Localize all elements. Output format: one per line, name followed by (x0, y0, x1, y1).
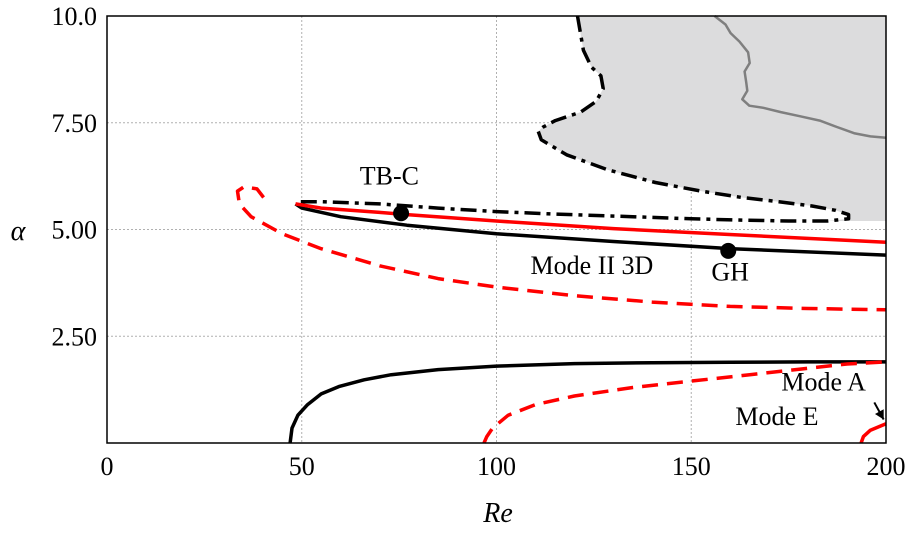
series-line-6 (288, 360, 886, 444)
y-tick-label: 10.0 (52, 2, 98, 31)
series-line-7 (482, 360, 887, 444)
series-line-1 (300, 15, 851, 223)
series-line-3 (294, 202, 887, 257)
bifurcation-point-1 (393, 205, 410, 222)
shaded-region (538, 16, 886, 221)
x-tick-labels: 0 50 100 150 200 (101, 452, 906, 481)
annotation-label: Mode A (781, 367, 866, 396)
annotation-label: GH (711, 258, 749, 287)
y-tick-label: 2.50 (52, 322, 98, 351)
bifurcation-point-2 (720, 242, 737, 259)
x-tick-label: 150 (672, 452, 711, 481)
series-line-4 (295, 202, 887, 245)
y-axis-label: α (11, 216, 27, 247)
unstable-region (538, 16, 886, 221)
x-tick-label: 0 (101, 452, 114, 481)
x-tick-label: 100 (477, 452, 516, 481)
x-tick-label: 50 (289, 452, 315, 481)
annotation-label: Mode E (735, 402, 818, 431)
series-lines (235, 15, 887, 444)
annotation-label: TB-C (360, 162, 419, 191)
annotation-arrowhead (875, 409, 884, 420)
x-axis-label: Re (482, 498, 513, 529)
annotation-label: Mode II 3D (531, 251, 654, 280)
series-line-2 (713, 15, 887, 139)
x-tick-label: 200 (867, 452, 906, 481)
annotations: TB-C GH Mode II 3D Mode A Mode E (360, 162, 885, 431)
y-tick-label: 5.00 (52, 216, 98, 245)
y-tick-label: 7.50 (52, 109, 98, 138)
plot-frame (106, 15, 887, 444)
series-line-8 (859, 422, 887, 444)
y-tick-labels: 2.50 5.00 7.50 10.0 (52, 2, 98, 351)
series-line-5 (235, 185, 887, 312)
markers (393, 205, 737, 259)
